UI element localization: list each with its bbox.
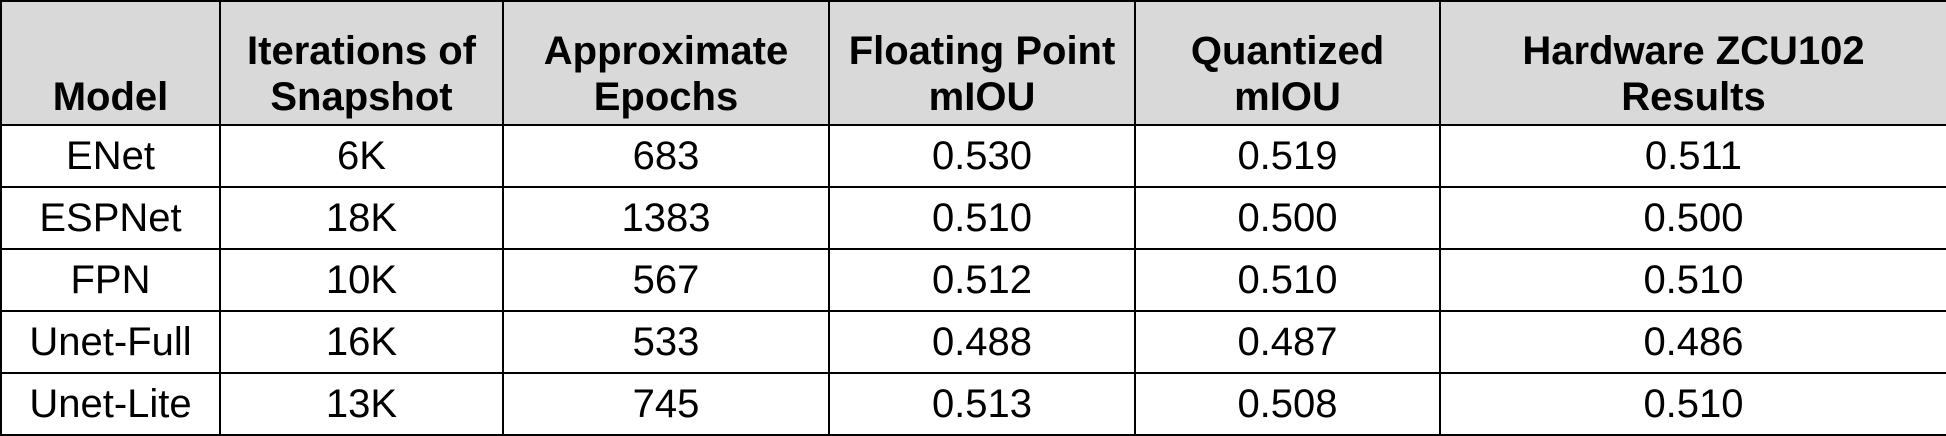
table-cell: 18K <box>219 186 504 250</box>
table-cell: 10K <box>219 248 504 312</box>
column-header-line: Approximate <box>543 29 789 73</box>
table-row: FPN 10K 567 0.512 0.510 0.510 <box>0 248 1946 312</box>
column-header-floating-point-miou: Floating Point mIOU <box>828 0 1136 126</box>
table-cell: 13K <box>219 372 504 436</box>
table-cell: FPN <box>0 248 221 312</box>
column-header-line: mIOU <box>928 75 1036 119</box>
column-header-epochs: Approximate Epochs <box>502 0 830 126</box>
table-cell: 6K <box>219 124 504 188</box>
table-cell: 0.513 <box>828 372 1136 436</box>
table-cell: Unet-Full <box>0 310 221 374</box>
table-header: Model Iterations of Snapshot Approximate… <box>0 0 1946 126</box>
table-cell: 0.508 <box>1134 372 1441 436</box>
table-row: Unet-Full 16K 533 0.488 0.487 0.486 <box>0 310 1946 374</box>
table-cell: 0.488 <box>828 310 1136 374</box>
column-header-line: Floating Point <box>848 29 1116 73</box>
table-cell: 16K <box>219 310 504 374</box>
column-header-line: mIOU <box>1234 75 1341 119</box>
column-header-line: Hardware ZCU102 <box>1522 29 1865 73</box>
column-header-line: Results <box>1621 75 1766 119</box>
table-cell: 0.486 <box>1439 310 1946 374</box>
table-cell: 683 <box>502 124 830 188</box>
column-header-line: Model <box>52 75 169 119</box>
table-cell: ESPNet <box>0 186 221 250</box>
table-cell: 0.487 <box>1134 310 1441 374</box>
column-header-iterations: Iterations of Snapshot <box>219 0 504 126</box>
column-header-line: Epochs <box>593 75 739 119</box>
table-cell: 0.530 <box>828 124 1136 188</box>
column-header-hardware-results: Hardware ZCU102 Results <box>1439 0 1946 126</box>
table-cell: 0.512 <box>828 248 1136 312</box>
table-cell: ENet <box>0 124 221 188</box>
table-row: Unet-Lite 13K 745 0.513 0.508 0.510 <box>0 372 1946 436</box>
table-cell: 0.511 <box>1439 124 1946 188</box>
table-cell: 0.510 <box>1439 248 1946 312</box>
table-cell: 745 <box>502 372 830 436</box>
table-cell: 533 <box>502 310 830 374</box>
table-row: ESPNet 18K 1383 0.510 0.500 0.500 <box>0 186 1946 250</box>
table-cell: 0.510 <box>1134 248 1441 312</box>
table-cell: 0.500 <box>1134 186 1441 250</box>
column-header-quantized-miou: Quantized mIOU <box>1134 0 1441 126</box>
table-cell: 1383 <box>502 186 830 250</box>
table-cell: 0.519 <box>1134 124 1441 188</box>
table-body: ENet 6K 683 0.530 0.519 0.511 ESPNet 18K… <box>0 124 1946 436</box>
table-cell: 567 <box>502 248 830 312</box>
column-header-line: Quantized <box>1190 29 1385 73</box>
header-row: Model Iterations of Snapshot Approximate… <box>0 0 1946 126</box>
table-cell: 0.510 <box>828 186 1136 250</box>
column-header-line: Iterations of <box>247 29 476 73</box>
table-row: ENet 6K 683 0.530 0.519 0.511 <box>0 124 1946 188</box>
table-cell: 0.500 <box>1439 186 1946 250</box>
table-cell: Unet-Lite <box>0 372 221 436</box>
column-header-line: Snapshot <box>270 75 453 119</box>
table-cell: 0.510 <box>1439 372 1946 436</box>
column-header-model: Model <box>0 0 221 126</box>
